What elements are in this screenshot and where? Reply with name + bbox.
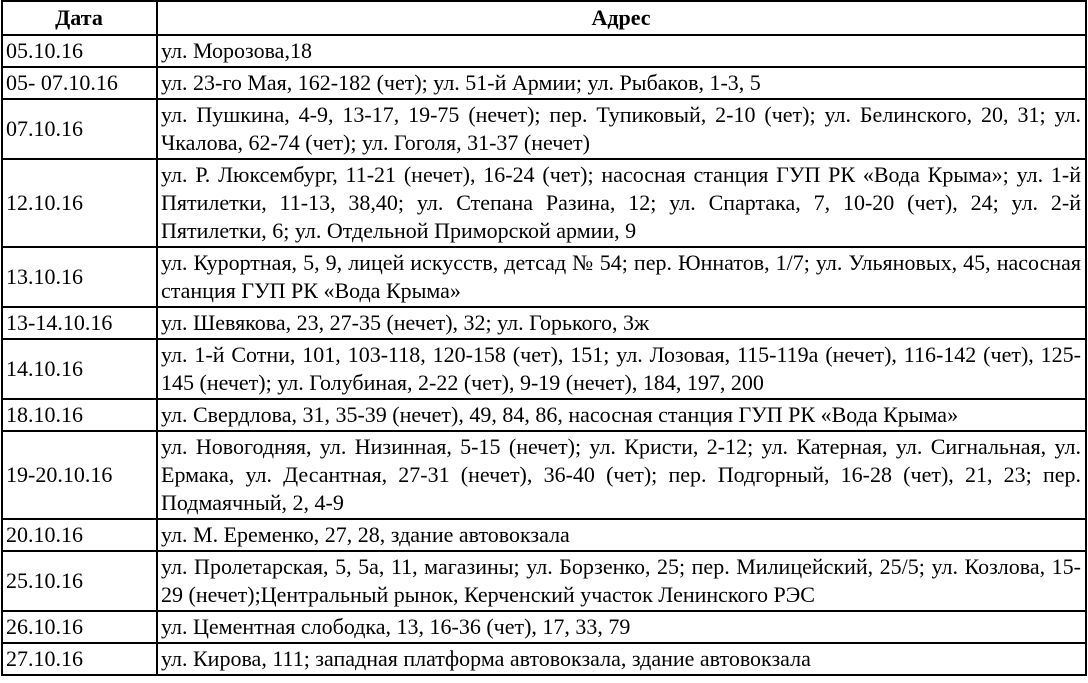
- address-cell: ул. Пролетарская, 5, 5а, 11, магазины; у…: [156, 550, 1087, 612]
- date-cell: 12.10.16: [1, 158, 158, 248]
- date-cell: 20.10.16: [1, 518, 158, 552]
- address-cell: ул. М. Еременко, 27, 28, здание автовокз…: [156, 518, 1087, 552]
- table-row: 05.10.16 ул. Морозова,18: [1, 34, 1087, 68]
- date-cell: 13-14.10.16: [1, 306, 158, 340]
- table-row: 05- 07.10.16 ул. 23-го Мая, 162-182 (чет)…: [1, 66, 1087, 100]
- address-cell: ул. 1-й Сотни, 101, 103-118, 120-158 (че…: [156, 338, 1087, 400]
- address-cell: ул. Свердлова, 31, 35-39 (нечет), 49, 84…: [156, 398, 1087, 432]
- table-row: 13-14.10.16 ул. Шевякова, 23, 27-35 (нече…: [1, 306, 1087, 340]
- table-row: 07.10.16 ул. Пушкина, 4-9, 13-17, 19-75 (…: [1, 98, 1087, 160]
- date-cell: 05- 07.10.16: [1, 66, 158, 100]
- date-cell: 26.10.16: [1, 610, 158, 644]
- date-cell: 18.10.16: [1, 398, 158, 432]
- date-cell: 13.10.16: [1, 246, 158, 308]
- address-cell: ул. Цементная слободка, 13, 16-36 (чет),…: [156, 610, 1087, 644]
- date-cell: 07.10.16: [1, 98, 158, 160]
- header-row: Дата Адрес: [1, 0, 1087, 36]
- address-cell: ул. Р. Люксембург, 11-21 (нечет), 16-24 …: [156, 158, 1087, 248]
- table-row: 13.10.16 ул. Курортная, 5, 9, лицей искус…: [1, 246, 1087, 308]
- date-cell: 27.10.16: [1, 642, 158, 676]
- address-cell: ул. Шевякова, 23, 27-35 (нечет), 32; ул.…: [156, 306, 1087, 340]
- table-row: 26.10.16 ул. Цементная слободка, 13, 16-3…: [1, 610, 1087, 644]
- date-cell: 25.10.16: [1, 550, 158, 612]
- table-row: 20.10.16 ул. М. Еременко, 27, 28, здание …: [1, 518, 1087, 552]
- address-cell: ул. Морозова,18: [156, 34, 1087, 68]
- address-cell: ул. 23-го Мая, 162-182 (чет); ул. 51-й А…: [156, 66, 1087, 100]
- table-row: 19-20.10.16 ул. Новогодняя, ул. Низинная,…: [1, 430, 1087, 520]
- header-cell: Дата: [1, 0, 158, 36]
- table-row: 25.10.16 ул. Пролетарская, 5, 5а, 11, маг…: [1, 550, 1087, 612]
- table-row: 12.10.16 ул. Р. Люксембург, 11-21 (нечет)…: [1, 158, 1087, 248]
- table-body: 05.10.16 ул. Морозова,18 05- 07.10.16 ул. 2…: [1, 34, 1087, 676]
- date-cell: 05.10.16: [1, 34, 158, 68]
- address-cell: ул. Новогодняя, ул. Низинная, 5-15 (нече…: [156, 430, 1087, 520]
- address-cell: ул. Кирова, 111; западная платформа авто…: [156, 642, 1087, 676]
- table-row: 14.10.16 ул. 1-й Сотни, 101, 103-118, 120…: [1, 338, 1087, 400]
- address-cell: ул. Пушкина, 4-9, 13-17, 19-75 (нечет); …: [156, 98, 1087, 160]
- table-row: 27.10.16 ул. Кирова, 111; западная платфо…: [1, 642, 1087, 676]
- date-cell: 19-20.10.16: [1, 430, 158, 520]
- date-cell: 14.10.16: [1, 338, 158, 400]
- table-row: 18.10.16 ул. Свердлова, 31, 35-39 (нечет)…: [1, 398, 1087, 432]
- address-cell: ул. Курортная, 5, 9, лицей искусств, дет…: [156, 246, 1087, 308]
- header-cell: Адрес: [156, 0, 1087, 36]
